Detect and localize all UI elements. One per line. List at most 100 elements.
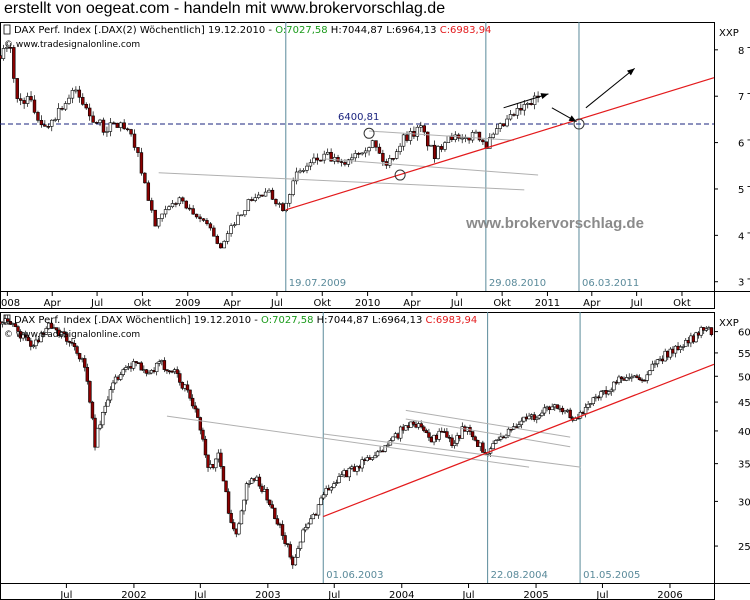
candle-body [29, 96, 33, 101]
x-tick-label: 2006 [657, 590, 682, 600]
x-tick-label: Jul [595, 590, 608, 600]
candle-body [219, 452, 223, 467]
candle-body [112, 122, 116, 125]
candle-body [589, 403, 593, 405]
candle-body [296, 548, 300, 558]
axis-symbol: XXP [719, 28, 739, 39]
candle-body [247, 483, 251, 485]
x-tick-label: Apr [583, 298, 601, 309]
candle-body [586, 403, 590, 408]
candle-body [445, 431, 449, 438]
candle-body [370, 457, 375, 460]
candle-body [36, 112, 40, 121]
candle-body [208, 223, 213, 229]
candle-body [188, 389, 192, 399]
candle-body [119, 122, 123, 128]
candle-body [67, 97, 71, 104]
candle-body [496, 439, 500, 441]
candle-body [704, 328, 708, 331]
watermark: www.brokervorschlag.de [465, 215, 644, 232]
candle-body [508, 114, 513, 120]
x-tick-label: Jul [193, 590, 206, 600]
candle-body [43, 124, 47, 127]
candle-body [270, 189, 275, 200]
candle-body [591, 397, 595, 404]
candle-body [422, 125, 426, 133]
candle-body [488, 137, 492, 149]
candle-body [519, 108, 523, 111]
candle-body [277, 203, 282, 205]
candle-body [201, 429, 205, 440]
candle-body [77, 89, 82, 98]
candle-body [404, 425, 408, 431]
candle-body [150, 200, 154, 211]
candle-body [205, 220, 209, 225]
candle-body [370, 140, 375, 148]
level-label: 6400,81 [338, 112, 379, 123]
candle-body [350, 157, 354, 161]
candle-body [635, 375, 639, 378]
candle-body [452, 442, 457, 446]
candle-body [34, 339, 38, 347]
candle-body [111, 382, 115, 390]
x-tick-label: 2010 [355, 298, 380, 309]
header-low: L:6964,13 [369, 315, 422, 326]
y-tick-label: 5000 [738, 372, 750, 383]
point-marker [573, 118, 585, 130]
candle-body [144, 369, 149, 374]
header-candle-icon [3, 24, 11, 35]
candle-body [94, 122, 99, 124]
candle-body [501, 123, 506, 127]
vertical-marker-label: 01.05.2005 [583, 570, 640, 581]
candle-body [334, 482, 339, 484]
candle-body [22, 100, 26, 104]
candle-body [160, 213, 164, 219]
candle-body [332, 483, 336, 488]
candle-body [15, 78, 19, 99]
candle-body [174, 203, 178, 205]
candle-body [357, 153, 361, 155]
candle-body [249, 478, 254, 484]
candle-body [244, 483, 249, 501]
candle-body [381, 153, 385, 162]
candle-body [422, 426, 426, 431]
candle-body [301, 170, 306, 172]
candle-body [103, 405, 108, 413]
arrow-head [626, 68, 635, 76]
chart-header: DAX Perf. Index [.DAX(2) Wöchentlich] 19… [14, 25, 491, 36]
candle-body [470, 431, 475, 438]
candle-body [288, 194, 292, 204]
candle-body [270, 504, 274, 509]
candle-body [419, 423, 423, 428]
candle-body [260, 194, 264, 197]
candle-body [232, 224, 237, 227]
header-open: O:7027,58 [272, 25, 328, 36]
candle-body [648, 370, 652, 376]
candle-body [284, 202, 288, 211]
candle-body [408, 131, 413, 141]
panel-frame-1 [0, 22, 715, 309]
candle-body [450, 437, 454, 446]
candle-body [115, 122, 119, 128]
point-marker [363, 127, 375, 139]
x-tick-label: Jul [450, 298, 463, 309]
candle-body [193, 405, 197, 410]
candle-body [39, 120, 44, 126]
candle-body [522, 104, 526, 111]
point-marker [394, 169, 406, 181]
x-tick-label: 2002 [121, 590, 146, 600]
candle-body [645, 374, 649, 381]
candle-body [124, 367, 128, 370]
candle-body [74, 89, 78, 92]
candle-body [56, 108, 61, 120]
candle-body [267, 499, 272, 505]
candle-body [191, 208, 195, 215]
candle-body [391, 158, 395, 160]
candle-body [624, 377, 629, 381]
candle-body [67, 341, 72, 343]
candle-body [177, 197, 182, 205]
candle-body [308, 162, 313, 167]
channel-line [405, 418, 571, 448]
candle-body [6, 318, 10, 322]
candle-body [491, 443, 495, 450]
